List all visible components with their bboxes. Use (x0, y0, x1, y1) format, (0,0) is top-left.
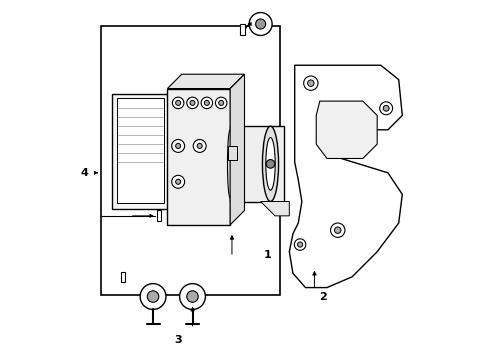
Circle shape (265, 159, 274, 168)
Bar (156, 211, 161, 221)
Circle shape (294, 239, 305, 250)
Circle shape (249, 13, 271, 36)
Circle shape (140, 284, 165, 310)
Circle shape (307, 80, 313, 86)
Circle shape (193, 139, 206, 152)
Circle shape (171, 139, 184, 152)
Circle shape (383, 105, 388, 111)
Circle shape (201, 97, 212, 109)
Bar (230, 126, 284, 202)
Text: 4: 4 (81, 168, 89, 178)
Circle shape (218, 100, 223, 105)
Circle shape (175, 100, 180, 105)
Polygon shape (260, 202, 289, 216)
Ellipse shape (227, 130, 232, 198)
Circle shape (179, 284, 205, 310)
Polygon shape (167, 74, 244, 89)
Circle shape (186, 97, 198, 109)
Polygon shape (316, 101, 376, 158)
Circle shape (190, 100, 195, 105)
Circle shape (330, 223, 344, 237)
Circle shape (172, 97, 183, 109)
Text: 3: 3 (174, 334, 182, 345)
Ellipse shape (262, 126, 278, 202)
Circle shape (379, 102, 392, 115)
Bar (101, 26, 280, 295)
Ellipse shape (265, 138, 275, 190)
Circle shape (147, 291, 159, 302)
Text: 1: 1 (264, 250, 271, 260)
Bar (167, 89, 230, 225)
Circle shape (197, 143, 202, 148)
Bar (112, 94, 169, 209)
Bar (228, 146, 237, 160)
Circle shape (186, 291, 198, 302)
Circle shape (303, 76, 317, 90)
Circle shape (215, 97, 226, 109)
Circle shape (175, 179, 180, 184)
Circle shape (297, 242, 302, 247)
Circle shape (204, 100, 209, 105)
Bar (239, 24, 244, 35)
Circle shape (171, 175, 184, 188)
Bar (117, 98, 163, 203)
Circle shape (255, 19, 265, 29)
Bar (121, 272, 125, 282)
Circle shape (334, 227, 340, 233)
Polygon shape (230, 74, 244, 225)
Text: 2: 2 (319, 292, 326, 302)
Circle shape (175, 143, 180, 148)
Polygon shape (289, 65, 402, 288)
